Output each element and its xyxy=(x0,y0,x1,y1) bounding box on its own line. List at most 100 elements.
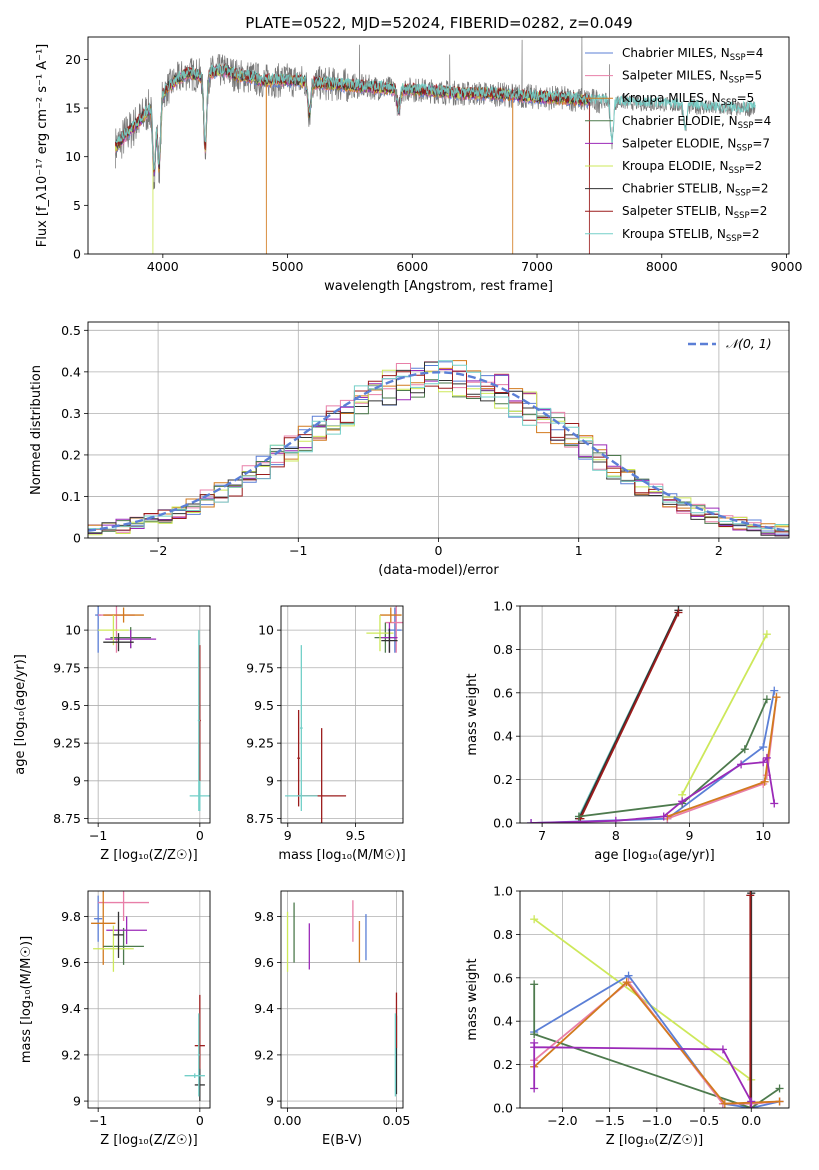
y-tick-label: 10 xyxy=(65,623,81,638)
y-tick-label: 9.6 xyxy=(254,955,274,970)
x-tick-label: −1.0 xyxy=(642,1113,672,1128)
errorbar-salpeter-elodie xyxy=(106,916,147,944)
errorbar-salpeter-miles xyxy=(385,592,407,652)
x-tick-label: 9000 xyxy=(771,259,803,274)
y-tick-label: 0.8 xyxy=(493,642,513,657)
y-axis-label: mass [log₁₀(M/M☉)] xyxy=(19,936,34,1063)
x-tick-label: −1 xyxy=(89,1113,107,1128)
axes-frame xyxy=(281,606,403,823)
x-tick-label: 8 xyxy=(612,828,620,843)
legend-label: Salpeter MILES, NSSP=5 xyxy=(622,69,762,86)
y-tick-label: 9 xyxy=(73,1094,81,1109)
y-tick-label: 0.0 xyxy=(493,1101,513,1116)
y-tick-label: 0.6 xyxy=(493,970,513,985)
y-tick-label: 9.4 xyxy=(61,1001,81,1016)
errorbar-chabrier-elodie xyxy=(103,928,144,965)
legend-label: Chabrier MILES, NSSP=4 xyxy=(622,46,763,63)
x-axis-label: Z [log₁₀(Z/Z☉)] xyxy=(100,1133,197,1148)
y-tick-label: 9.5 xyxy=(254,698,274,713)
axes-frame xyxy=(281,891,403,1108)
errorbar-kroupa-stelib xyxy=(285,793,318,799)
y-tick-label: 8.75 xyxy=(246,811,274,826)
errorbar-kroupa-stelib xyxy=(190,781,210,811)
y-tick-label: 0.5 xyxy=(61,323,81,338)
x-tick-label: 1 xyxy=(575,543,583,558)
errorbar-kroupa-stelib xyxy=(300,645,303,811)
y-tick-label: 15 xyxy=(65,101,81,116)
x-tick-label: 0 xyxy=(435,543,443,558)
mass-vs-Z-plot-area xyxy=(91,882,205,1101)
errorbar-chabrier-stelib xyxy=(113,912,123,958)
weight-line xyxy=(682,634,767,795)
weight-series-kroupa-elodie xyxy=(678,630,771,799)
y-axis-label: age [log₁₀(age/yr)] xyxy=(13,654,28,775)
y-tick-label: 0.8 xyxy=(493,927,513,942)
errorbar-salpeter-stelib xyxy=(297,710,300,806)
errorbar-kroupa-miles xyxy=(380,608,402,623)
age-vs-mass-panel: 9 9.5 8.75 9 9.25 9.5 9.75 10 mass [log₁₀(M/M☉)] xyxy=(246,592,407,863)
x-tick-label: −1 xyxy=(289,543,307,558)
y-tick-label: 10 xyxy=(65,149,81,164)
weight-vs-age-panel: 7 8 9 10 0.0 0.2 0.4 0.6 0.8 1.0 age [log₁₀(age/yr… xyxy=(465,599,789,864)
y-tick-label: 9.25 xyxy=(53,736,81,751)
figure: PLATE=0522, MJD=52024, FIBERID=0282, z=0… xyxy=(0,0,819,1170)
x-tick-label: 6000 xyxy=(396,259,428,274)
errorbar-salpeter-miles xyxy=(98,884,149,921)
x-tick-label: 0.0 xyxy=(741,1113,761,1128)
y-tick-label: 9.75 xyxy=(246,660,274,675)
x-axis-label: Z [log₁₀(Z/Z☉)] xyxy=(606,1133,703,1148)
y-tick-label: 5 xyxy=(73,198,81,213)
y-tick-label: 1.0 xyxy=(493,884,513,899)
y-tick-label: 10 xyxy=(258,623,274,638)
y-tick-label: 0.4 xyxy=(493,729,513,744)
y-tick-label: 0 xyxy=(73,247,81,262)
x-tick-label: 0 xyxy=(196,1113,204,1128)
x-axis-label: (data-model)/error xyxy=(378,563,499,578)
x-tick-label: 7000 xyxy=(521,259,553,274)
y-tick-label: 9.5 xyxy=(61,698,81,713)
age-vs-Z-plot-area xyxy=(95,577,210,811)
errorbar-kroupa-elodie xyxy=(93,926,134,972)
y-tick-label: 9 xyxy=(73,773,81,788)
legend-label: Chabrier ELODIE, NSSP=4 xyxy=(622,114,771,131)
legend-label: Chabrier STELIB, NSSP=2 xyxy=(622,182,769,199)
x-axis-label: mass [log₁₀(M/M☉)] xyxy=(278,848,405,863)
y-tick-label: 0.1 xyxy=(61,489,81,504)
residuals-panel: −2 −1 0 1 2 0 0.1 0.2 0.3 0.4 0.5 (data-model)/erro… xyxy=(29,322,789,578)
x-tick-label: 8000 xyxy=(646,259,678,274)
weight-series-salpeter-stelib xyxy=(746,891,754,1107)
x-tick-label: 2 xyxy=(715,543,723,558)
y-tick-label: 0.2 xyxy=(493,1057,513,1072)
y-tick-label: 9.4 xyxy=(254,1001,274,1016)
x-axis-label: wavelength [Angstrom, rest frame] xyxy=(324,279,553,294)
x-axis-label: age [log₁₀(age/yr)] xyxy=(594,848,715,863)
weight-line xyxy=(580,613,678,819)
x-tick-label: 9 xyxy=(284,828,292,843)
weight-series-chabrier-miles xyxy=(527,687,778,827)
weight-series-chabrier-elodie xyxy=(575,695,771,820)
weight-vs-age-plot-area xyxy=(527,606,780,827)
y-tick-label: 9.8 xyxy=(61,909,81,924)
x-tick-label: 9.5 xyxy=(346,828,366,843)
x-tick-label: 0.00 xyxy=(274,1113,302,1128)
y-tick-label: 0.0 xyxy=(493,816,513,831)
axes-frame xyxy=(520,606,789,823)
x-tick-label: 0 xyxy=(196,828,204,843)
legend-label: 𝒩(0, 1) xyxy=(726,336,772,351)
y-tick-label: 9 xyxy=(266,1094,274,1109)
x-tick-label: 4000 xyxy=(147,259,179,274)
errorbar-chabrier-stelib xyxy=(195,1069,205,1101)
y-tick-label: 0.4 xyxy=(493,1014,513,1029)
spectrum-panel: 4000 5000 6000 7000 8000 900005101520waveleng… xyxy=(35,37,802,294)
weight-series-chabrier-stelib xyxy=(747,889,755,1107)
errorbar-kroupa-stelib xyxy=(185,1073,205,1078)
errorbar-kroupa-miles xyxy=(103,608,144,623)
y-tick-label: 9.2 xyxy=(61,1047,81,1062)
legend-label: Kroupa STELIB, NSSP=2 xyxy=(622,227,760,244)
y-tick-label: 0.3 xyxy=(61,406,81,421)
y-tick-label: 9.75 xyxy=(53,660,81,675)
y-axis-label: mass weight xyxy=(465,673,480,755)
y-tick-label: 1.0 xyxy=(493,599,513,614)
y-axis-label: Flux [f_λ10⁻¹⁷ erg cm⁻² s⁻¹ A⁻¹] xyxy=(35,44,50,248)
x-tick-label: 9 xyxy=(686,828,694,843)
